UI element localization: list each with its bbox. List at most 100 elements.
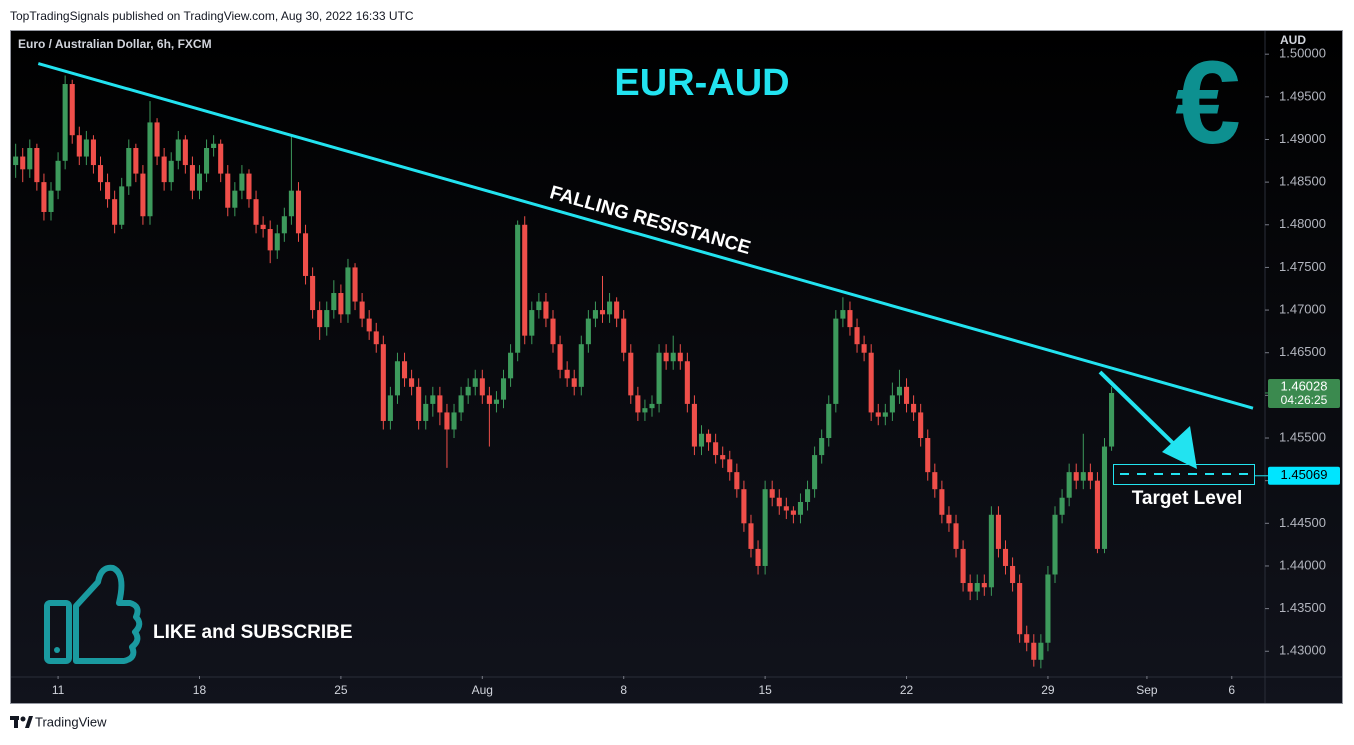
candle-body	[182, 139, 188, 166]
candle-body	[154, 122, 160, 157]
candle-body	[430, 395, 436, 404]
x-tick-label: 18	[193, 683, 207, 697]
candle-body	[762, 489, 768, 566]
candle-body	[373, 331, 379, 345]
candle-body	[175, 139, 181, 161]
candle-body	[27, 148, 33, 170]
candle-body	[218, 143, 224, 174]
target-price-label: 1.45069	[1281, 467, 1328, 482]
candle-body	[253, 199, 259, 225]
candle-body	[310, 275, 316, 311]
candle-body	[62, 84, 68, 161]
candle-body	[423, 403, 429, 421]
candle-body	[451, 412, 457, 430]
candle-body	[359, 301, 365, 319]
candle-body	[868, 352, 874, 413]
candle-body	[352, 267, 358, 302]
candle-body	[564, 369, 570, 379]
candle-body	[508, 352, 514, 379]
candle-body	[211, 143, 217, 149]
candle-body	[861, 344, 867, 353]
candle-body	[34, 148, 40, 183]
candle-body	[90, 139, 96, 166]
candle-body	[133, 148, 139, 174]
candle-body	[946, 514, 952, 524]
x-tick-label: 25	[334, 683, 348, 697]
candle-body	[557, 344, 563, 370]
y-tick-label: 1.44000	[1279, 557, 1326, 572]
candle-body	[628, 352, 634, 396]
target-arrow	[1098, 370, 1197, 469]
candle-body	[317, 310, 323, 328]
arrow-head	[1162, 426, 1197, 469]
x-tick-label: 29	[1041, 683, 1055, 697]
candle-body	[847, 310, 853, 328]
logo-dot	[20, 716, 26, 722]
y-tick-label: 1.46500	[1279, 344, 1326, 359]
y-tick-label: 1.49500	[1279, 88, 1326, 103]
header: TopTradingSignals published on TradingVi…	[10, 9, 414, 23]
candle-body	[1017, 583, 1023, 635]
candle-body	[196, 173, 203, 191]
candle-body	[105, 182, 111, 200]
candle-body	[69, 84, 75, 136]
candle-body	[55, 160, 61, 191]
candle-body	[925, 438, 931, 473]
candle-body	[112, 199, 118, 225]
candle-body	[543, 301, 549, 319]
candle-body	[239, 173, 245, 191]
logo-slash	[25, 716, 33, 728]
footer: TradingView	[35, 714, 107, 729]
candle-body	[1080, 472, 1086, 481]
x-tick-label: 8	[620, 683, 627, 697]
candle-body	[677, 352, 683, 362]
candle-body	[1094, 480, 1100, 549]
candle-body	[741, 489, 747, 524]
y-tick-label: 1.50000	[1279, 46, 1326, 61]
candle-body	[493, 399, 499, 404]
candle-body	[1073, 472, 1079, 481]
candle-body	[295, 190, 302, 234]
candle-body	[988, 514, 994, 588]
candle-body	[1045, 574, 1051, 643]
candle-body	[713, 442, 719, 456]
candle-body	[168, 160, 174, 183]
candle-body	[1031, 642, 1037, 660]
candle-body	[734, 472, 740, 490]
candle-body	[225, 173, 231, 208]
candle-body	[903, 386, 910, 404]
candle-body	[889, 395, 895, 413]
candle-body	[1038, 642, 1044, 660]
candle-body	[338, 293, 344, 315]
candle-body	[345, 267, 351, 315]
candle-body	[960, 548, 966, 584]
y-tick-label: 1.48000	[1279, 216, 1326, 231]
candle-body	[592, 310, 598, 319]
candle-body	[274, 233, 280, 251]
candle-body	[571, 378, 577, 387]
symbol: Euro / Australian Dollar, 6h, FXCM	[18, 37, 212, 51]
candle-body	[670, 352, 676, 362]
candle-body	[260, 224, 266, 230]
thumb-cuff	[44, 600, 72, 664]
candle-body	[119, 186, 125, 225]
x-tick-label: 11	[52, 683, 65, 697]
currency: AUD	[1280, 33, 1306, 47]
candle-body	[401, 361, 408, 379]
candle-body	[479, 378, 485, 396]
candle-body	[691, 403, 697, 447]
candle-body	[48, 190, 54, 212]
x-tick-label: 15	[758, 683, 772, 697]
candle-body	[288, 190, 294, 217]
countdown-label: 04:26:25	[1281, 393, 1328, 407]
last-price-label: 1.46028	[1281, 378, 1328, 393]
candle-body	[140, 173, 146, 217]
candle-body	[684, 361, 690, 404]
thumb-dot	[54, 647, 60, 653]
candle-body	[472, 378, 478, 387]
candle-body	[748, 523, 754, 549]
candle-body	[366, 318, 372, 332]
target-price-tag	[1268, 466, 1340, 485]
candle-body	[437, 395, 443, 413]
